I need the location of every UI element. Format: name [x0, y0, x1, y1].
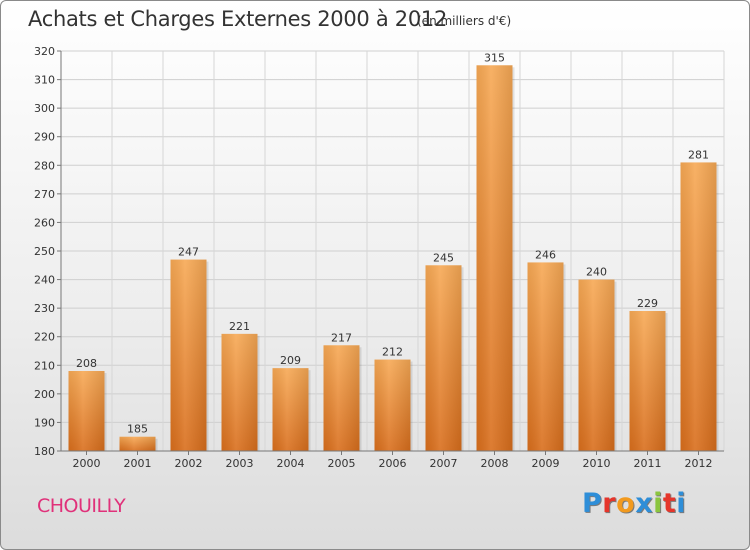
proxiti-logo: Proxiti [582, 488, 686, 519]
x-tick-label: 2004 [277, 457, 305, 470]
logo-letter: o [616, 488, 636, 519]
bar-highlight [119, 436, 156, 451]
logo-letter: i [676, 488, 687, 519]
data-label: 229 [637, 297, 658, 310]
data-label: 245 [433, 251, 454, 264]
y-tick-label: 240 [34, 274, 55, 287]
data-label: 208 [76, 357, 97, 370]
x-tick-label: 2008 [481, 457, 509, 470]
bar-highlight [425, 265, 462, 451]
x-tick-label: 2002 [175, 457, 203, 470]
x-tick-label: 2012 [685, 457, 713, 470]
bar-highlight [578, 279, 615, 451]
x-tick-label: 2000 [73, 457, 101, 470]
y-tick-label: 230 [34, 302, 55, 315]
bar-highlight [680, 162, 717, 451]
logo-letter: P [582, 488, 603, 519]
labels: 180 190 200 210 220 230 240 250 260 270 280 290 300 3… [34, 45, 713, 470]
y-tick-label: 250 [34, 245, 55, 258]
data-label: 246 [535, 248, 556, 261]
data-label: 212 [382, 346, 403, 359]
logo-letter: x [635, 488, 654, 519]
x-tick-label: 2007 [430, 457, 458, 470]
data-label: 315 [484, 51, 505, 64]
bar-highlight [170, 259, 207, 451]
y-tick-label: 200 [34, 388, 55, 401]
bar-highlight [323, 345, 360, 451]
x-tick-label: 2005 [328, 457, 356, 470]
bar-highlight [68, 371, 105, 451]
y-tick-label: 180 [34, 445, 55, 458]
bar-highlight [476, 65, 513, 452]
y-tick-label: 210 [34, 359, 55, 372]
x-tick-label: 2009 [532, 457, 560, 470]
data-label: 240 [586, 266, 607, 279]
logo-letter: r [602, 488, 617, 519]
town-name: CHOUILLY [37, 495, 126, 517]
axes [57, 50, 724, 455]
x-tick-label: 2001 [124, 457, 152, 470]
logo-letter: t [662, 488, 677, 519]
bar-highlight [629, 311, 666, 451]
x-tick-label: 2011 [634, 457, 662, 470]
bar-highlight [527, 262, 564, 451]
y-tick-label: 260 [34, 216, 55, 229]
x-tick-label: 2003 [226, 457, 254, 470]
bars [68, 65, 719, 452]
data-label: 217 [331, 331, 352, 344]
data-label: 247 [178, 246, 199, 259]
y-tick-label: 190 [34, 416, 55, 429]
bar-highlight [374, 359, 411, 451]
bar-highlight [221, 333, 258, 451]
data-label: 221 [229, 320, 250, 333]
bar-highlight [272, 368, 309, 451]
x-tick-label: 2006 [379, 457, 407, 470]
chart-title: Achats et Charges Externes 2000 à 2012 [28, 7, 448, 31]
y-tick-label: 310 [34, 74, 55, 87]
y-tick-label: 280 [34, 159, 55, 172]
y-tick-label: 320 [34, 45, 55, 58]
y-tick-label: 290 [34, 131, 55, 144]
y-tick-label: 270 [34, 188, 55, 201]
y-tick-label: 220 [34, 331, 55, 344]
x-tick-label: 2010 [583, 457, 611, 470]
data-label: 209 [280, 354, 301, 367]
logo-letter: i [653, 488, 663, 519]
chart-subtitle: (en milliers d'€) [417, 14, 512, 28]
data-label: 281 [688, 148, 709, 161]
data-label: 185 [127, 423, 148, 436]
y-tick-label: 300 [34, 102, 55, 115]
